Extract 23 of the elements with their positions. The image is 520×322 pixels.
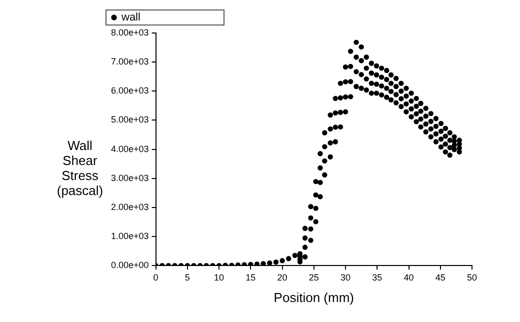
y-tick-label: 1.00e+03 — [110, 231, 149, 242]
x-tick-label: 10 — [214, 272, 224, 282]
x-tick-label: 50 — [466, 272, 478, 282]
y-tick-label: 8.00e+03 — [110, 27, 149, 38]
x-tick-label: 0 — [153, 272, 158, 282]
y-tick-label: 7.00e+03 — [110, 56, 149, 67]
x-tick-label: 25 — [308, 272, 319, 282]
legend-label: wall — [120, 12, 140, 24]
y-tick-label: 0.00e+00 — [110, 260, 149, 270]
x-tick-label: 15 — [246, 272, 256, 282]
y-tick-label: 4.00e+03 — [110, 144, 149, 154]
x-tick-label: 35 — [372, 272, 382, 282]
x-tick-label: 45 — [435, 272, 446, 282]
y-tick-label: 3.00e+03 — [110, 172, 149, 183]
x-tick-label: 5 — [184, 272, 190, 282]
y-tick-label: 5.00e+03 — [110, 114, 149, 125]
x-tick-label: 20 — [277, 272, 288, 282]
y-axis-title: Wall Shear Stress (pascal) — [56, 138, 104, 198]
y-tick-label: 2.00e+03 — [110, 202, 149, 212]
x-tick-label: 40 — [404, 272, 414, 282]
x-axis-title: Position (mm) — [274, 290, 354, 305]
x-tick-label: 30 — [340, 272, 351, 282]
y-tick-label: 6.00e+03 — [110, 86, 149, 96]
